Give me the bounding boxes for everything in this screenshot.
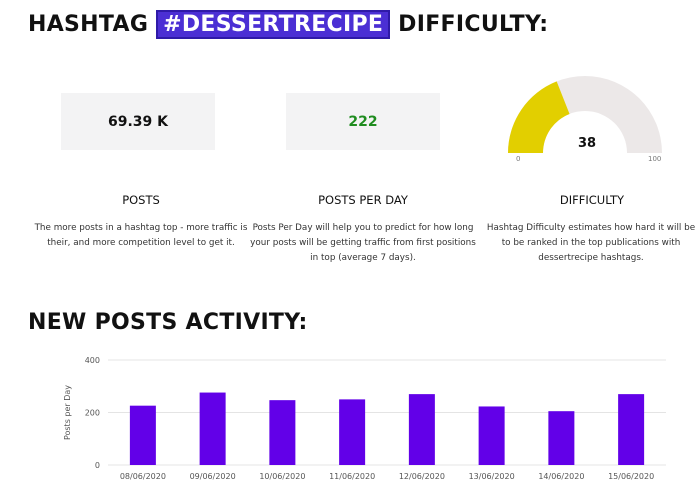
posts-activity-chart: Posts per Day 0 200 400 08/06/2020 09/06/20… [63, 356, 666, 481]
x-tick-label: 11/06/2020 [329, 472, 375, 481]
y-axis-label: Posts per Day [63, 385, 72, 440]
chart-bar [339, 399, 366, 465]
posts-per-day-label: POSTS PER DAY [318, 193, 408, 207]
difficulty-description: Hashtag Difficulty estimates how hard it… [486, 223, 696, 263]
gauge-min-label: 0 [516, 155, 521, 163]
posts-label: POSTS [122, 193, 160, 207]
difficulty-gauge [508, 76, 662, 153]
chart-bar [199, 392, 226, 465]
y-tick-label: 200 [85, 409, 100, 418]
gauge-fill [508, 81, 570, 153]
chart-bar [408, 394, 435, 465]
x-tick-label: 14/06/2020 [538, 472, 584, 481]
posts-per-day-value: 222 [348, 113, 378, 130]
hashtag-highlight: #DESSERTRECIPE [156, 10, 391, 39]
posts-value: 69.39 K [107, 113, 168, 130]
posts-per-day-stat-box: 222 [286, 93, 440, 150]
x-tick-label: 13/06/2020 [469, 472, 515, 481]
x-tick-label: 10/06/2020 [259, 472, 305, 481]
section-title-activity: NEW POSTS ACTIVITY: [28, 310, 308, 335]
gauge-max-label: 100 [648, 155, 662, 163]
posts-description: The more posts in a hashtag top - more t… [34, 223, 248, 248]
title-suffix: DIFFICULTY: [390, 12, 549, 37]
chart-bar [269, 400, 296, 465]
x-tick-label: 09/06/2020 [190, 472, 236, 481]
x-tick-label: 08/06/2020 [120, 472, 166, 481]
y-tick-label: 0 [95, 461, 100, 470]
chart-bar [129, 405, 156, 465]
title-prefix: HASHTAG [28, 12, 157, 37]
difficulty-value: 38 [577, 136, 597, 151]
difficulty-label: DIFFICULTY [559, 193, 625, 207]
chart-bar [478, 406, 505, 465]
posts-per-day-description: Posts Per Day will help you to predict f… [250, 223, 476, 263]
x-tick-label: 12/06/2020 [399, 472, 445, 481]
x-tick-label: 15/06/2020 [608, 472, 654, 481]
page-title: HASHTAG #DESSERTRECIPE DIFFICULTY: [28, 10, 548, 40]
posts-stat-box: 69.39 K [61, 93, 215, 150]
chart-bar [548, 411, 575, 465]
chart-bar [618, 394, 645, 465]
y-tick-label: 400 [85, 356, 100, 365]
